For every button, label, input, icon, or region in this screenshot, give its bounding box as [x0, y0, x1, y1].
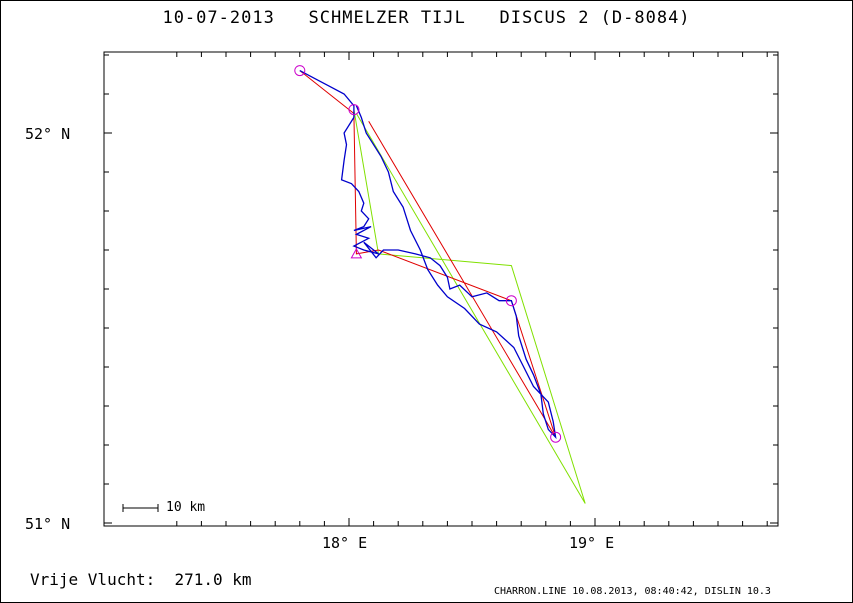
scale-bar — [122, 504, 159, 512]
free-flight-distance: Vrije Vlucht: 271.0 km — [30, 570, 252, 589]
glider-name: DISCUS 2 (D-8084) — [499, 8, 691, 28]
turnpoint-marker-4 — [550, 431, 562, 443]
turnpoint-marker-3 — [505, 295, 517, 307]
lon-label-18: 18° E — [322, 534, 368, 552]
axis-ticks — [104, 52, 778, 526]
flight-date: 10-07-2013 — [162, 8, 275, 28]
distance-value: 271.0 km — [174, 570, 252, 589]
turnpoint-marker-2 — [348, 104, 360, 116]
flight-title: 10-07-2013 SCHMELZER TIJL DISCUS 2 (D-80… — [0, 8, 853, 28]
task-green-path — [353, 109, 586, 504]
distance-label: Vrije Vlucht: — [30, 570, 156, 589]
lat-label-51: 51° N — [25, 515, 71, 533]
task-red-path — [299, 70, 557, 438]
footer-credit: CHARRON.LINE 10.08.2013, 08:40:42, DISLI… — [494, 586, 771, 597]
turnpoint-markers — [294, 65, 562, 443]
scale-bar-label: 10 km — [166, 500, 206, 515]
lat-label-52: 52° N — [25, 125, 71, 143]
lon-label-19: 19° E — [569, 534, 615, 552]
pilot-name: SCHMELZER TIJL — [308, 8, 466, 28]
start-triangle-marker — [350, 247, 363, 259]
turnpoint-marker-1 — [294, 65, 306, 77]
flight-track — [299, 70, 557, 440]
